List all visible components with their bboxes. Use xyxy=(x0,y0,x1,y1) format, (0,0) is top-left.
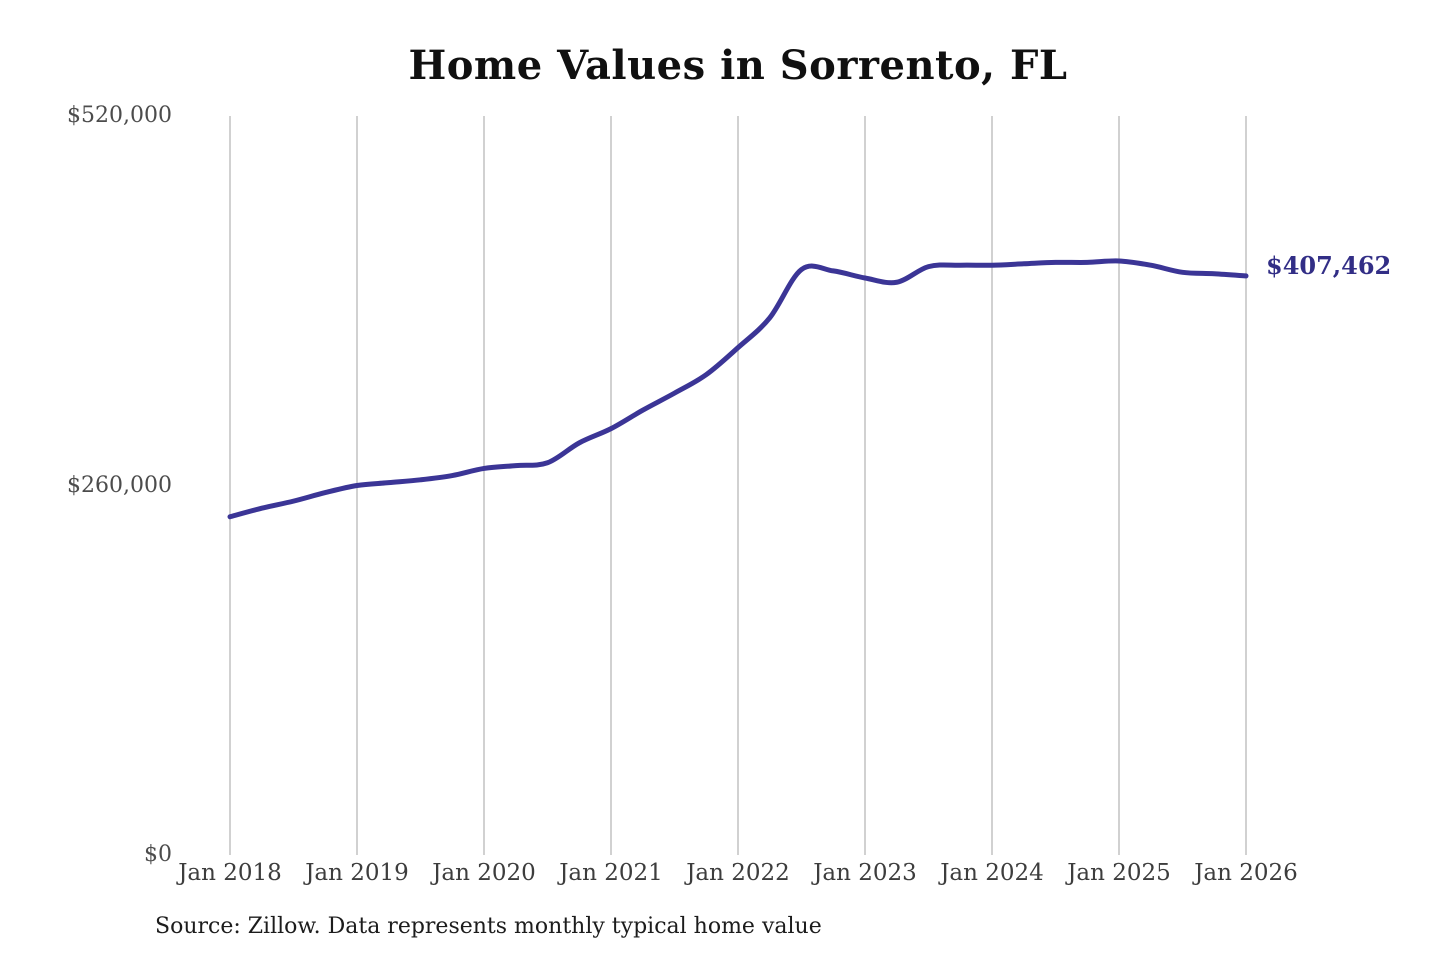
x-tick-label: Jan 2023 xyxy=(813,860,917,886)
source-note: Source: Zillow. Data represents monthly … xyxy=(155,914,822,939)
y-tick-label: $260,000 xyxy=(67,473,172,498)
home-value-line xyxy=(227,258,1249,520)
y-tick-label: $0 xyxy=(144,842,172,867)
x-tick-label: Jan 2020 xyxy=(432,860,536,886)
x-tick-label: Jan 2022 xyxy=(686,860,790,886)
chart-title: Home Values in Sorrento, FL xyxy=(408,42,1068,89)
x-tick-label: Jan 2024 xyxy=(940,860,1044,886)
vertical-gridlines xyxy=(229,116,1247,855)
x-tick-label: Jan 2018 xyxy=(178,860,282,886)
y-tick-label: $520,000 xyxy=(67,103,172,128)
x-tick-label: Jan 2026 xyxy=(1194,860,1298,886)
x-tick-label: Jan 2025 xyxy=(1067,860,1171,886)
end-value-label: $407,462 xyxy=(1266,251,1392,280)
x-tick-label: Jan 2019 xyxy=(305,860,409,886)
x-tick-label: Jan 2021 xyxy=(559,860,663,886)
